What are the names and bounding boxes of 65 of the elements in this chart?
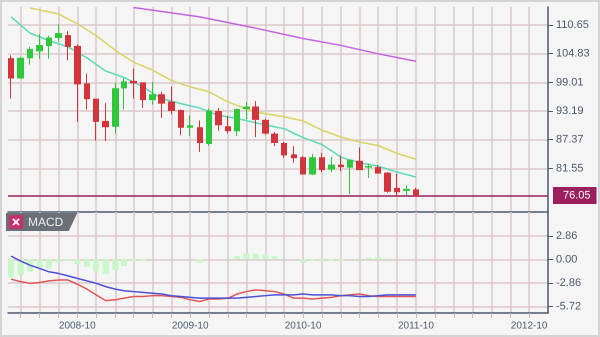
candlestick bbox=[197, 120, 203, 152]
line-series bbox=[10, 255, 417, 299]
annotation: MACD bbox=[28, 215, 64, 229]
line-series bbox=[29, 7, 417, 160]
candlestick bbox=[215, 108, 222, 132]
candlestick bbox=[130, 68, 137, 100]
y-tick-label: 93.19 bbox=[556, 105, 584, 118]
candlestick bbox=[271, 132, 278, 146]
candlestick bbox=[93, 98, 99, 142]
y-tick-label: 81.55 bbox=[556, 162, 584, 174]
x-tick-label: 2010-10 bbox=[284, 320, 322, 332]
candlestick bbox=[84, 73, 90, 110]
candlestick bbox=[338, 154, 344, 172]
y-tick-label: 2.86 bbox=[556, 230, 578, 242]
y-tick-label: 87.37 bbox=[556, 134, 584, 146]
candlestick bbox=[158, 91, 165, 118]
candlestick bbox=[55, 24, 62, 42]
candlestick bbox=[27, 46, 33, 66]
candlestick bbox=[384, 172, 391, 194]
candlestick bbox=[8, 54, 14, 100]
candlestick bbox=[281, 142, 287, 158]
y-tick-label: -5.72 bbox=[556, 300, 582, 313]
candlestick bbox=[187, 114, 193, 137]
line-series bbox=[132, 6, 417, 62]
candlestick bbox=[413, 187, 419, 197]
y-tick-label: 104.83 bbox=[556, 48, 590, 60]
x-tick-label: 2008-10 bbox=[58, 320, 96, 332]
candlestick bbox=[112, 82, 119, 134]
candlestick bbox=[319, 152, 325, 173]
y-tick-label: 110.65 bbox=[556, 18, 589, 31]
candlestick bbox=[403, 184, 410, 196]
candlestick bbox=[234, 108, 240, 137]
x-tick-label: 2009-10 bbox=[172, 320, 209, 332]
candlestick bbox=[347, 158, 353, 195]
candlestick bbox=[121, 77, 127, 110]
candlestick bbox=[36, 34, 43, 60]
x-tick-label: 2012-10 bbox=[510, 320, 548, 332]
line-series bbox=[10, 16, 417, 178]
x-tick-label: 2011-10 bbox=[398, 320, 434, 332]
candlestick bbox=[149, 81, 156, 106]
candlestick bbox=[252, 100, 259, 138]
candlestick bbox=[300, 155, 306, 176]
candlestick bbox=[309, 153, 316, 176]
candlestick bbox=[394, 173, 400, 198]
candlestick bbox=[206, 108, 212, 146]
candlestick bbox=[17, 56, 24, 79]
candlestick bbox=[65, 30, 71, 61]
candlestick bbox=[328, 156, 335, 173]
candlestick bbox=[356, 146, 363, 171]
ref-line-label: 76.05 bbox=[563, 189, 591, 202]
y-tick-label: 99.01 bbox=[556, 76, 584, 88]
candlestick bbox=[46, 35, 52, 60]
candlestick bbox=[365, 163, 372, 178]
candlestick bbox=[140, 82, 146, 109]
candlestick bbox=[375, 164, 381, 174]
line-series bbox=[10, 278, 417, 302]
y-tick-label: -2.86 bbox=[556, 276, 582, 289]
candlestick bbox=[225, 115, 231, 134]
candlestick bbox=[102, 102, 109, 142]
candlestick bbox=[178, 109, 184, 136]
y-tick-label: 0.00 bbox=[556, 253, 578, 266]
candlestick bbox=[262, 118, 269, 136]
candlestick bbox=[291, 145, 297, 164]
candlestick bbox=[243, 102, 250, 120]
candlestick bbox=[168, 86, 175, 115]
